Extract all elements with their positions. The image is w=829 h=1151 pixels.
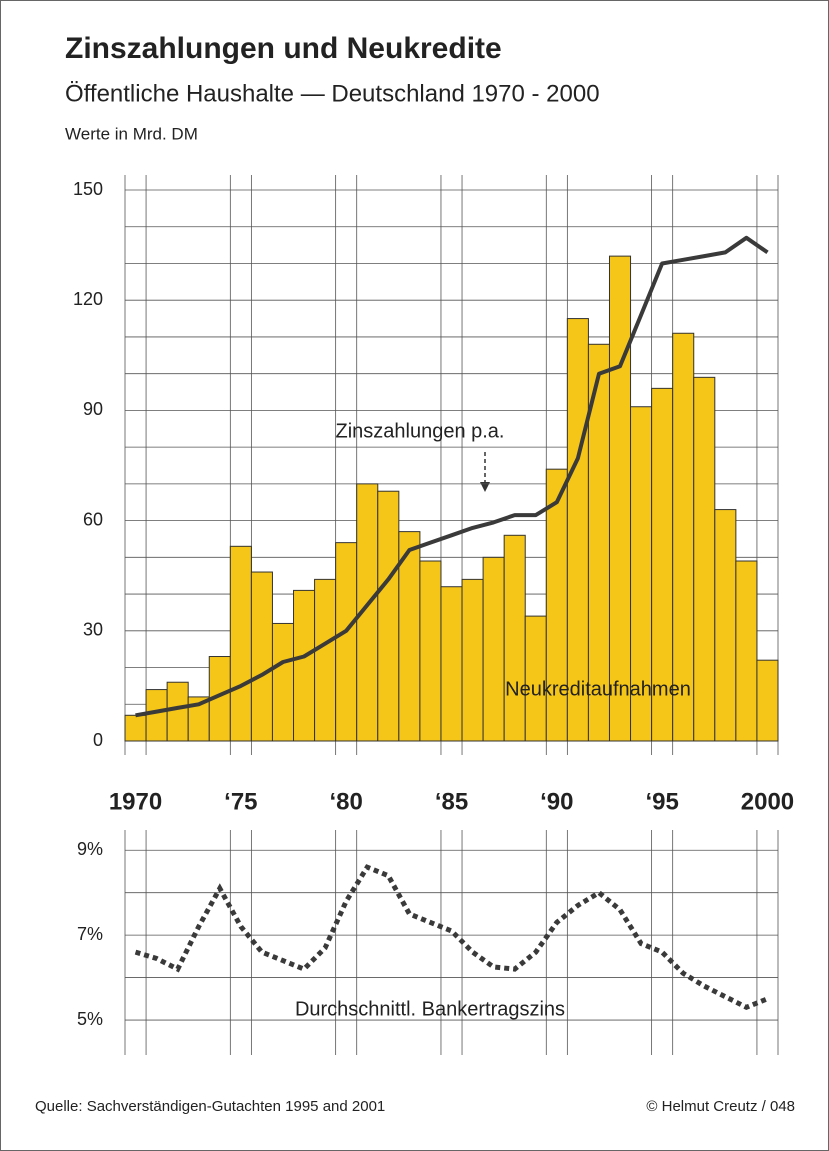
bar	[714, 509, 737, 742]
y-tick-label: 5%	[77, 1009, 103, 1029]
bar	[735, 560, 758, 742]
bar	[756, 659, 779, 742]
bar	[440, 586, 463, 742]
annotation-arrowhead	[480, 482, 490, 492]
bar	[271, 622, 295, 742]
x-tick-label: ‘90	[540, 788, 573, 815]
bar	[166, 681, 189, 742]
chart-subtitle: Öffentliche Haushalte — Deutschland 1970…	[65, 80, 600, 107]
series-label: Zinszahlungen p.a.	[335, 420, 504, 442]
y-tick-label: 0	[93, 730, 103, 750]
y-tick-label: 9%	[77, 839, 103, 859]
x-tick-label: 2000	[741, 788, 794, 815]
x-tick-label: 1970	[109, 788, 162, 815]
bar	[461, 578, 484, 742]
bar	[503, 534, 526, 742]
bar	[314, 578, 337, 742]
bar	[693, 376, 716, 742]
y-tick-label: 30	[83, 620, 103, 640]
series-label: Neukreditaufnahmen	[505, 678, 691, 700]
bar	[293, 589, 316, 742]
credit: © Helmut Creutz / 048	[646, 1098, 795, 1115]
x-tick-label: ‘80	[329, 788, 362, 815]
y-tick-label: 7%	[77, 924, 103, 944]
y-axis-label: Werte in Mrd. DM	[65, 124, 198, 143]
x-tick-label: ‘95	[645, 788, 678, 815]
source: Quelle: Sachverständigen-Gutachten 1995 …	[35, 1098, 385, 1115]
y-tick-label: 120	[73, 289, 103, 309]
bar	[145, 689, 168, 742]
bar	[250, 571, 273, 742]
y-tick-label: 90	[83, 399, 103, 419]
bar	[377, 490, 400, 742]
chart-title: Zinszahlungen und Neukredite	[65, 32, 502, 65]
series-label: Durchschnittl. Bankertragszins	[295, 998, 565, 1020]
bar	[335, 542, 358, 742]
bar	[124, 714, 147, 742]
line	[135, 235, 769, 718]
bar	[419, 560, 442, 742]
line	[134, 864, 769, 1011]
y-tick-label: 60	[83, 509, 103, 529]
bar	[229, 545, 252, 742]
bar	[608, 255, 632, 742]
bar	[482, 556, 505, 742]
y-tick-label: 150	[73, 179, 103, 199]
x-tick-label: ‘75	[224, 788, 257, 815]
x-tick-label: ‘85	[435, 788, 468, 815]
